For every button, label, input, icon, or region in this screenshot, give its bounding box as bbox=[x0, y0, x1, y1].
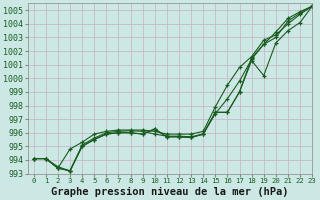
X-axis label: Graphe pression niveau de la mer (hPa): Graphe pression niveau de la mer (hPa) bbox=[51, 186, 289, 197]
